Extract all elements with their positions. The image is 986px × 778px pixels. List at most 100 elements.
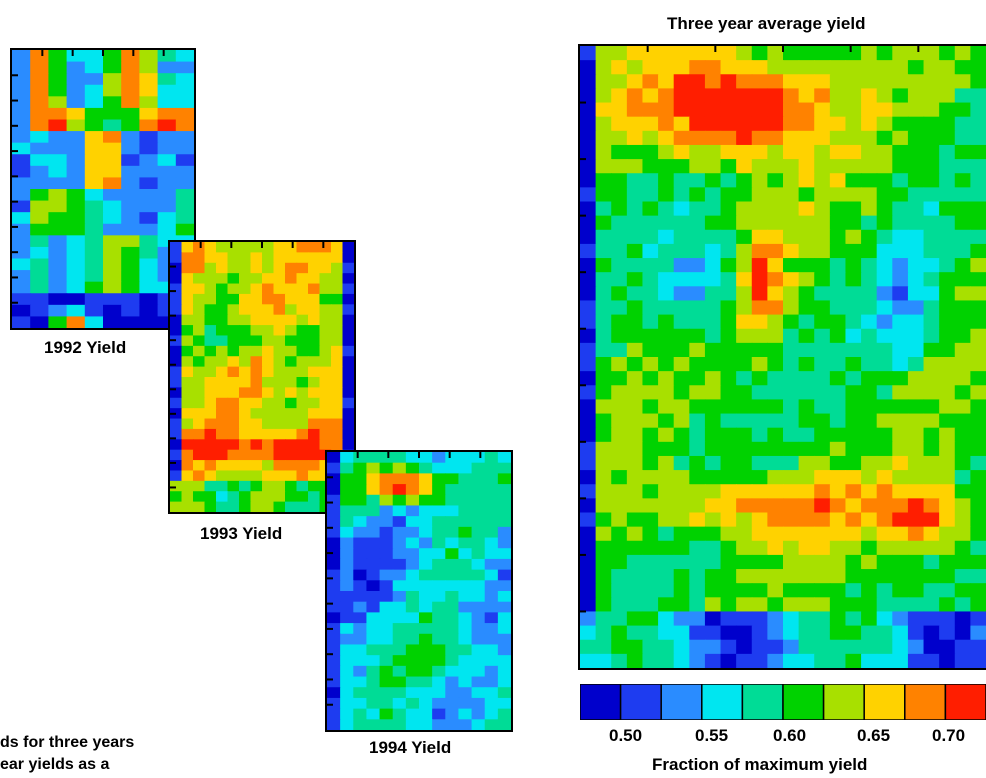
heatmap-average-cell [642, 88, 658, 103]
heatmap-1994-cell [366, 698, 380, 709]
heatmap-average-cell [689, 230, 705, 245]
heatmap-1994-cell [340, 527, 354, 538]
heatmap-average-cell [845, 343, 861, 358]
heatmap-average-cell [861, 272, 877, 287]
heatmap-1993-cell [262, 367, 274, 378]
heatmap-1994-cell [458, 452, 472, 463]
heatmap-1994-cell [432, 612, 446, 623]
heatmap-1993-cell [170, 491, 182, 502]
heatmap-1994-cell [366, 473, 380, 484]
colorbar-tick-4: 0.70 [932, 726, 965, 746]
heatmap-average-cell [908, 258, 924, 273]
heatmap-1994-cell [366, 580, 380, 591]
heatmap-1993-cell [193, 284, 205, 295]
heatmap-1993-cell [239, 429, 251, 440]
heatmap-average-cell [799, 569, 815, 584]
heatmap-1992-cell [67, 73, 86, 85]
heatmap-average-cell [845, 131, 861, 146]
heatmap-average-cell [705, 414, 721, 429]
heatmap-1994-cell [485, 719, 499, 730]
heatmap-average-cell [924, 583, 940, 598]
heatmap-average-cell [658, 244, 674, 259]
heatmap-average-cell [658, 300, 674, 315]
heatmap-1994-cell [419, 709, 433, 720]
heatmap-average-cell [908, 597, 924, 612]
heatmap-1994-cell [472, 505, 486, 516]
heatmap-1992-cell [48, 143, 67, 155]
heatmap-average-cell [721, 470, 737, 485]
heatmap-1992-cell [121, 235, 140, 247]
heatmap-average-cell [596, 654, 612, 668]
heatmap-1993-cell [251, 470, 263, 481]
heatmap-1992-cell [85, 316, 104, 328]
heatmap-1993-cell [262, 398, 274, 409]
heatmap-1993-cell [262, 439, 274, 450]
heatmap-average-cell [596, 428, 612, 443]
heatmap-1993-cell [262, 408, 274, 419]
heatmap-1992-cell [176, 96, 194, 108]
heatmap-1994-cell [393, 687, 407, 698]
heatmap-average-cell [596, 230, 612, 245]
heatmap-1993-cell [274, 429, 286, 440]
heatmap-average-cell [689, 343, 705, 358]
heatmap-average-cell [705, 103, 721, 118]
heatmap-1992-cell [121, 50, 140, 62]
heatmap-average-cell [845, 145, 861, 160]
heatmap-1993-cell [182, 481, 194, 492]
heatmap-average-cell [924, 371, 940, 386]
heatmap-1994-cell [366, 612, 380, 623]
heatmap-average-cell [799, 484, 815, 499]
heatmap-average-cell [939, 60, 955, 75]
heatmap-1992-cell [103, 316, 122, 328]
heatmap-average-cell [674, 513, 690, 528]
heatmap-1994-cell [485, 538, 499, 549]
heatmap-average-cell [877, 414, 893, 429]
heatmap-1994-cell [380, 463, 394, 474]
heatmap-average-cell [783, 329, 799, 344]
heatmap-average-cell [892, 357, 908, 372]
heatmap-average-cell [939, 145, 955, 160]
heatmap-average-cell [627, 117, 643, 132]
heatmap-average-cell [799, 456, 815, 471]
heatmap-1994-cell [485, 612, 499, 623]
heatmap-average-cell [736, 329, 752, 344]
heatmap-1994-cell [498, 548, 511, 559]
heatmap-average-cell [970, 414, 986, 429]
heatmap-1993-cell [285, 408, 297, 419]
heatmap-1993-cell [239, 335, 251, 346]
heatmap-1993-cell [285, 273, 297, 284]
heatmap-1993-cell [251, 346, 263, 357]
heatmap-average-cell [752, 470, 768, 485]
heatmap-average-cell [721, 145, 737, 160]
heatmap-1993-cell [274, 346, 286, 357]
heatmap-average-cell [689, 414, 705, 429]
heatmap-1992-cell [103, 50, 122, 62]
heatmap-1993-cell [308, 284, 320, 295]
heatmap-1994-cell [472, 655, 486, 666]
heatmap-average-cell [830, 611, 846, 626]
heatmap-1993-cell [182, 439, 194, 450]
heatmap-1994-cell [327, 666, 341, 677]
heatmap-average-cell [580, 131, 596, 146]
heatmap-average-cell [814, 74, 830, 89]
heatmap-average-cell [877, 626, 893, 641]
heatmap-average-cell [814, 187, 830, 202]
heatmap-average-cell [736, 272, 752, 287]
heatmap-average-cell [596, 216, 612, 231]
heatmap-1993-cell [216, 304, 228, 315]
heatmap-1992-cell [139, 201, 158, 213]
heatmap-average-cell [908, 527, 924, 542]
heatmap-average-cell [892, 626, 908, 641]
heatmap-average-cell [955, 46, 971, 61]
heatmap-average-cell [736, 216, 752, 231]
heatmap-1993-cell [331, 284, 343, 295]
heatmap-average-cell [939, 414, 955, 429]
heatmap-1994-cell [432, 548, 446, 559]
heatmap-1992-cell [48, 73, 67, 85]
heatmap-average-cell [939, 569, 955, 584]
heatmap-average-cell [721, 498, 737, 513]
heatmap-1994-cell [340, 644, 354, 655]
heatmap-average-cell [689, 654, 705, 668]
heatmap-average-cell [627, 131, 643, 146]
heatmap-1994-cell [498, 580, 511, 591]
